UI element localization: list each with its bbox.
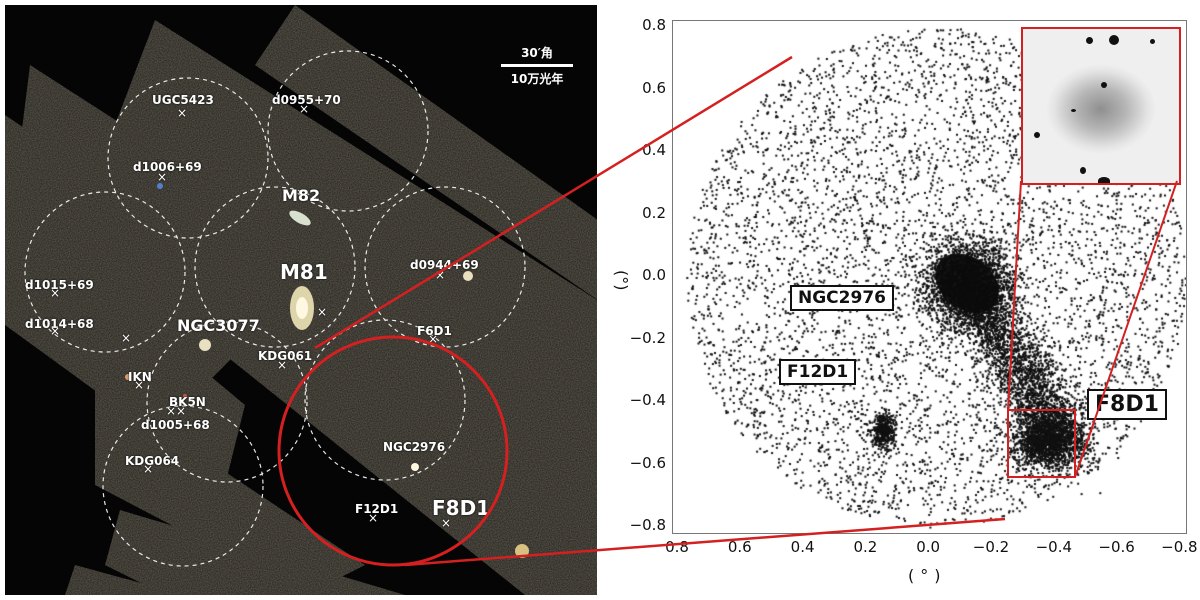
inset-star [1071,109,1076,112]
label-d1006: d1006+69 [133,160,202,174]
label-bk5n: BK5N [169,395,206,409]
annotation-ngc2976: NGC2976 [790,285,894,311]
cross-marker-icon: × [143,462,154,476]
cross-marker-icon: × [368,511,379,525]
scale-bar-angle: 30′角 [521,46,553,60]
label-d1005: d1005+68 [141,418,210,432]
scale-bar-line [501,64,573,67]
label-m82: M82 [282,186,321,205]
y-tick-label: 0.6 [642,78,666,97]
y-tick-label: −0.8 [629,516,666,534]
x-axis-label: (°) [908,566,947,585]
inset-star [1086,37,1093,44]
cross-marker-icon: × [166,404,177,418]
x-tick-label: 0.6 [727,538,752,556]
inset-star [1150,39,1155,44]
cross-marker-icon: × [299,102,310,116]
cross-marker-icon: × [277,358,288,372]
label-ngc3077: NGC3077 [177,316,260,335]
x-tick-label: 0.8 [665,538,689,556]
cross-marker-icon: × [50,324,61,338]
y-tick-label: −0.6 [629,453,666,472]
cross-marker-icon: × [177,106,188,120]
cross-marker-icon: × [441,516,452,530]
label-d1015: d1015+69 [25,278,94,292]
x-tick-label: 0.0 [916,538,941,556]
x-tick-label: 0.2 [853,538,878,556]
inset-star [1101,82,1107,88]
annotation-f12d1: F12D1 [779,359,857,385]
scale-bar-distance: 10万光年 [510,72,564,86]
inset-star [1109,35,1119,45]
inset-star [1098,177,1110,183]
x-tick-label: −0.8 [1161,538,1198,556]
label-kdg064: KDG064 [125,454,180,468]
cross-marker-icon: × [317,305,328,319]
x-tick-label: −0.6 [1098,538,1135,556]
y-tick-label: 0.8 [642,16,666,34]
y-tick-label: −0.4 [629,391,666,409]
y-tick-label: 0.4 [642,141,666,159]
x-tick-label: −0.4 [1035,538,1073,556]
label-ngc2976: NGC2976 [383,440,446,454]
cross-marker-icon: × [134,378,145,392]
cross-marker-icon: × [157,170,168,184]
label-d1014: d1014+68 [25,317,94,331]
f8d1-inset-image [1021,27,1181,185]
label-ugc5423: UGC5423 [152,93,214,107]
cross-marker-icon: × [435,268,446,282]
label-ikn: IKN [128,370,152,384]
label-m81: M81 [280,260,328,284]
x-tick-label: −0.2 [972,538,1010,556]
x-tick-label: 0.4 [790,538,815,556]
cross-marker-icon: × [428,332,439,346]
cross-marker-icon: × [121,331,132,345]
y-tick-label: 0.2 [642,203,666,222]
sky-image-panel: 30′角 10万光年 UGC5423 × d0955+70 × d1006+69 × M82… [5,5,597,595]
annotation-f8d1: F8D1 [1087,389,1167,420]
y-tick-label: −0.2 [629,328,666,347]
cross-marker-icon: × [176,404,187,418]
inset-star [1034,132,1040,138]
cross-marker-icon: × [50,286,61,300]
scale-bar: 30′角 10万光年 [497,44,577,87]
inset-star [1080,167,1086,174]
y-axis-label: (°) [612,270,631,291]
